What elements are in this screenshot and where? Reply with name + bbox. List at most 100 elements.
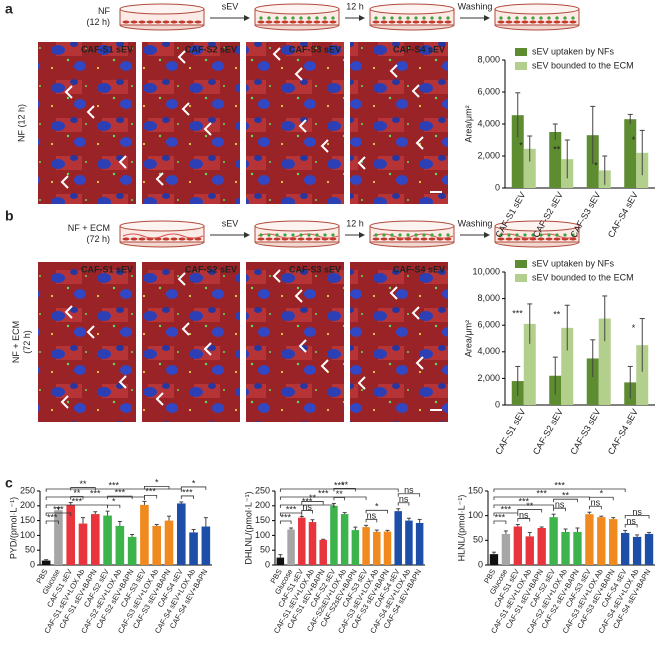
- sev: [507, 16, 511, 20]
- bar: [351, 530, 360, 565]
- bar: [561, 531, 570, 565]
- cell: [545, 20, 553, 24]
- significance: ***: [90, 488, 101, 498]
- sev: [422, 16, 426, 20]
- legend-swatch: [515, 260, 527, 268]
- significance-bracket: [144, 485, 170, 490]
- arrowhead-marker: [86, 105, 95, 119]
- significance-bracket: [45, 488, 182, 492]
- bar: [66, 504, 76, 565]
- significance: ***: [286, 504, 297, 514]
- arrowhead-marker: [64, 305, 73, 319]
- significance: ***: [72, 496, 83, 506]
- cell: [265, 237, 273, 241]
- cell: [396, 20, 404, 24]
- significance: *: [632, 135, 636, 145]
- sev: [315, 16, 319, 20]
- dish: [119, 3, 205, 15]
- significance: ***: [47, 512, 58, 522]
- bar: [513, 526, 522, 565]
- significance: ns: [404, 485, 414, 495]
- cell: [329, 20, 337, 24]
- arrowhead-marker: [155, 172, 164, 186]
- sev: [275, 233, 279, 237]
- cell: [178, 20, 186, 24]
- bar: [636, 345, 649, 405]
- cell: [162, 237, 170, 241]
- arrowhead-marker: [415, 356, 424, 370]
- significance: *: [594, 160, 598, 170]
- row-label: NF (12 h): [16, 104, 26, 142]
- significance: ***: [334, 480, 345, 490]
- significance-bracket: [365, 518, 378, 523]
- x-tick-label: CAF-S4 sEV: [606, 407, 640, 456]
- bar: [115, 525, 125, 565]
- cell: [412, 20, 420, 24]
- arrowhead-marker: [294, 67, 303, 81]
- significance: **: [553, 144, 561, 154]
- significance-bracket: [333, 488, 356, 492]
- arrowhead-marker: [411, 306, 420, 320]
- cell: [505, 20, 513, 24]
- cell: [569, 20, 577, 24]
- arrowhead-marker: [203, 342, 212, 356]
- arrowhead-marker: [118, 155, 127, 169]
- legend-label: sEV bounded to the ECM: [532, 60, 634, 70]
- cell: [146, 20, 154, 24]
- bar: [621, 532, 630, 565]
- bar: [624, 119, 637, 188]
- image-label: CAF-S4 sEV: [393, 264, 445, 274]
- schematic-label: (72 h): [86, 234, 110, 244]
- significance-bracket: [397, 502, 410, 506]
- arrowhead-marker: [389, 286, 398, 300]
- significance-bracket: [333, 497, 346, 501]
- bar: [525, 536, 534, 565]
- sev: [531, 16, 535, 20]
- bar: [523, 148, 536, 188]
- cell: [537, 237, 545, 241]
- sev: [374, 233, 378, 237]
- significance: **: [309, 493, 317, 503]
- bar: [276, 557, 285, 565]
- image-label: CAF-S3 sEV: [289, 264, 341, 274]
- arrow-head: [359, 15, 365, 21]
- significance-bracket: [279, 520, 292, 524]
- schematic-label: NF + ECM: [68, 223, 110, 233]
- bar: [176, 503, 186, 565]
- sev: [398, 233, 402, 237]
- bar: [549, 132, 562, 188]
- cell: [305, 20, 313, 24]
- significance: ***: [53, 504, 64, 514]
- y-tick-label: 0: [478, 559, 483, 569]
- cell: [321, 20, 329, 24]
- sev: [523, 233, 527, 237]
- significance-bracket: [624, 515, 650, 519]
- sev: [275, 16, 279, 20]
- bar: [511, 115, 524, 188]
- sev: [563, 16, 567, 20]
- cell: [497, 20, 505, 24]
- bar: [549, 517, 558, 565]
- image-label: CAF-S4 sEV: [393, 44, 445, 54]
- cell: [404, 20, 412, 24]
- arrowhead-marker: [357, 156, 366, 170]
- cell: [154, 20, 162, 24]
- micrograph: [246, 262, 344, 422]
- x-tick-label: CAF-S1 sEV: [493, 407, 527, 456]
- image-label: CAF-S1 sEV: [81, 264, 133, 274]
- legend-swatch: [515, 62, 527, 70]
- significance-bracket: [553, 498, 578, 503]
- bar: [632, 536, 642, 565]
- dish: [369, 220, 455, 232]
- significance-bracket: [107, 495, 133, 500]
- cell: [436, 20, 444, 24]
- cell: [186, 20, 194, 24]
- significance-bracket: [279, 496, 367, 500]
- significance: **: [79, 479, 87, 489]
- bar: [127, 536, 137, 565]
- cell: [273, 20, 281, 24]
- cell: [420, 237, 428, 241]
- arrowhead-marker: [177, 50, 186, 64]
- y-tick-label: 10,000: [472, 266, 500, 276]
